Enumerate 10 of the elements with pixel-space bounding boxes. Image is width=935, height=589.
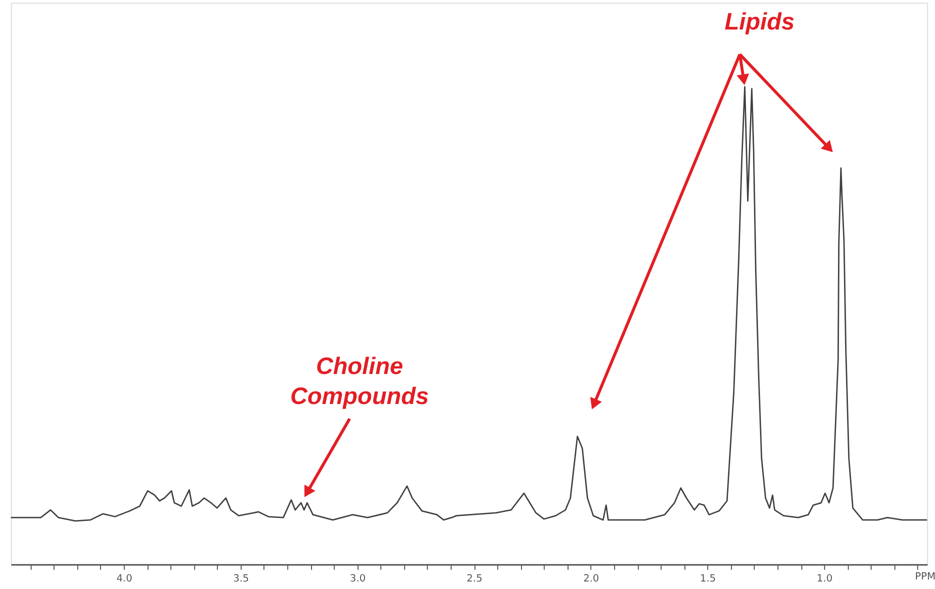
x-axis-title: PPM [915, 572, 935, 583]
x-tick-label: 4.0 [116, 574, 132, 585]
x-tick-label: 3.0 [350, 574, 366, 585]
x-tick-label: 1.0 [816, 574, 832, 585]
annotation: Lipids [724, 8, 795, 36]
x-tick-label: 2.5 [466, 574, 482, 585]
x-tick-label: 3.5 [233, 574, 249, 585]
annotation: Choline Compounds [290, 353, 429, 410]
x-tick-label: 2.0 [583, 574, 600, 585]
x-tick-label: 1.5 [700, 574, 716, 585]
